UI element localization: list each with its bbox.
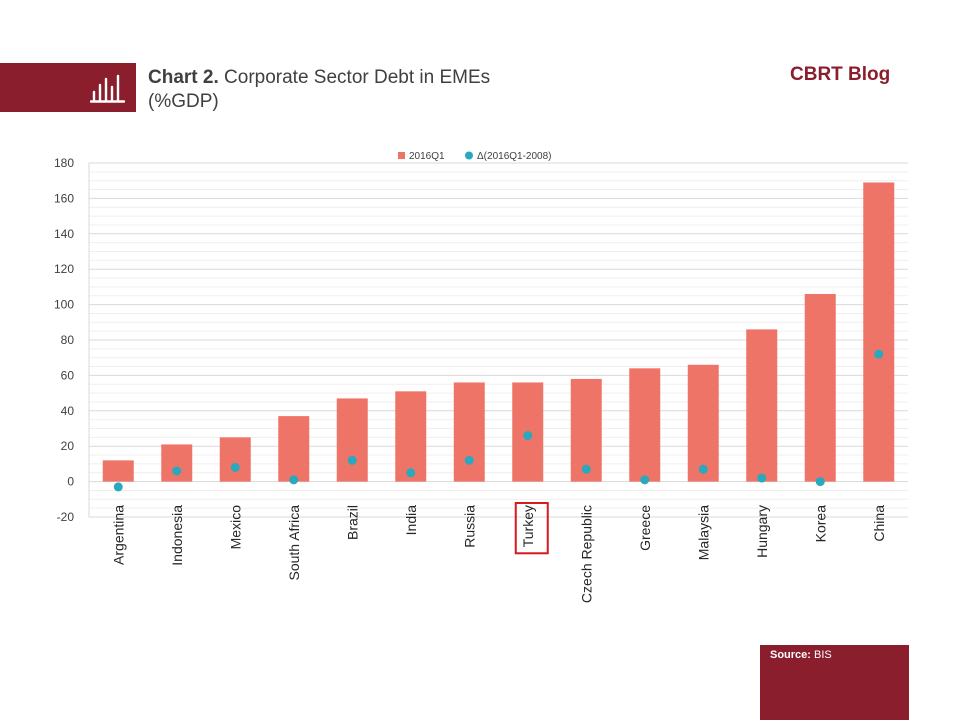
- category-labels: Argentina Indonesia Mexico South Africa Braz…: [110, 502, 887, 603]
- y-tick-label: -20: [57, 510, 75, 524]
- bar-china: [863, 182, 895, 482]
- chart-number: Chart 2.: [148, 67, 219, 88]
- source-box: Source: BIS: [760, 645, 909, 720]
- source-value: BIS: [814, 649, 832, 661]
- chart-title: Chart 2. Corporate Sector Debt in EMEs (…: [148, 66, 490, 114]
- dot-series: [113, 349, 884, 492]
- y-tick-label: 60: [61, 368, 75, 382]
- header-band: [0, 63, 136, 112]
- y-tick-label: 0: [67, 475, 74, 489]
- dot-greece: [640, 475, 650, 485]
- y-tick-label: 20: [61, 439, 75, 453]
- dot-south-africa: [289, 475, 299, 485]
- dot-indonesia: [172, 466, 182, 476]
- bar-india: [395, 391, 427, 482]
- category-label-brazil: Brazil: [344, 505, 360, 540]
- legend-label-bar: 2016Q1: [409, 151, 445, 162]
- bar-chart-icon: [90, 74, 126, 103]
- bar-greece: [629, 368, 661, 482]
- bar-mexico: [219, 437, 251, 482]
- dot-china: [874, 349, 884, 359]
- dot-czech-republic: [581, 464, 591, 474]
- title-line2: (%GDP): [148, 91, 219, 112]
- source-note: Source: BIS: [770, 649, 832, 661]
- bar-indonesia: [161, 444, 193, 482]
- category-label-czech-republic: Czech Republic: [578, 505, 594, 603]
- bar-malaysia: [687, 364, 719, 482]
- bar-russia: [453, 382, 485, 482]
- category-label-turkey: Turkey: [520, 505, 536, 547]
- category-label-hungary: Hungary: [754, 505, 770, 558]
- y-tick-label: 100: [54, 298, 74, 312]
- category-label-mexico: Mexico: [227, 505, 243, 550]
- y-tick-label: 160: [54, 191, 74, 205]
- title-line1: Corporate Sector Debt in EMEs: [224, 67, 491, 88]
- category-label-south-africa: South Africa: [286, 505, 302, 581]
- highlight-box: [514, 502, 549, 555]
- category-label-argentina: Argentina: [110, 505, 126, 565]
- category-label-china: China: [871, 505, 887, 542]
- bar-argentina: [102, 460, 134, 482]
- gridlines: [88, 162, 908, 518]
- y-tick-label: 80: [61, 333, 75, 347]
- source-label: Source:: [770, 649, 811, 661]
- category-label-russia: Russia: [461, 505, 477, 548]
- dot-turkey: [523, 431, 533, 441]
- y-tick-label: 180: [54, 156, 74, 170]
- category-label-greece: Greece: [637, 505, 653, 551]
- dot-russia: [464, 455, 474, 465]
- dot-india: [406, 468, 416, 478]
- bar-south-africa: [278, 416, 310, 482]
- dot-brazil: [347, 455, 357, 465]
- bar-czech-republic: [570, 378, 602, 482]
- category-label-india: India: [403, 505, 419, 536]
- bar-korea: [804, 293, 836, 482]
- bar-series: [102, 182, 895, 482]
- dot-argentina: [113, 482, 123, 492]
- y-tick-label: 140: [54, 227, 74, 241]
- y-tick-label: 120: [54, 262, 74, 276]
- dot-mexico: [230, 462, 240, 472]
- bar-brazil: [336, 398, 368, 482]
- dot-korea: [815, 477, 825, 487]
- category-label-malaysia: Malaysia: [695, 505, 711, 560]
- bar-hungary: [746, 329, 778, 482]
- dot-hungary: [757, 473, 767, 483]
- y-tick-label: 40: [61, 404, 75, 418]
- legend: 2016Q1 Δ(2016Q1-2008): [398, 151, 552, 162]
- category-label-korea: Korea: [812, 505, 828, 543]
- legend-swatch-bar: [398, 152, 405, 159]
- legend-label-dot: Δ(2016Q1-2008): [477, 151, 552, 162]
- legend-swatch-dot: [465, 151, 473, 160]
- dot-malaysia: [698, 464, 708, 474]
- category-label-indonesia: Indonesia: [169, 505, 185, 566]
- brand-label: CBRT Blog: [790, 64, 891, 85]
- y-axis-ticks: -20 0 20 40 60 80 100 120 140 160 180: [54, 156, 74, 524]
